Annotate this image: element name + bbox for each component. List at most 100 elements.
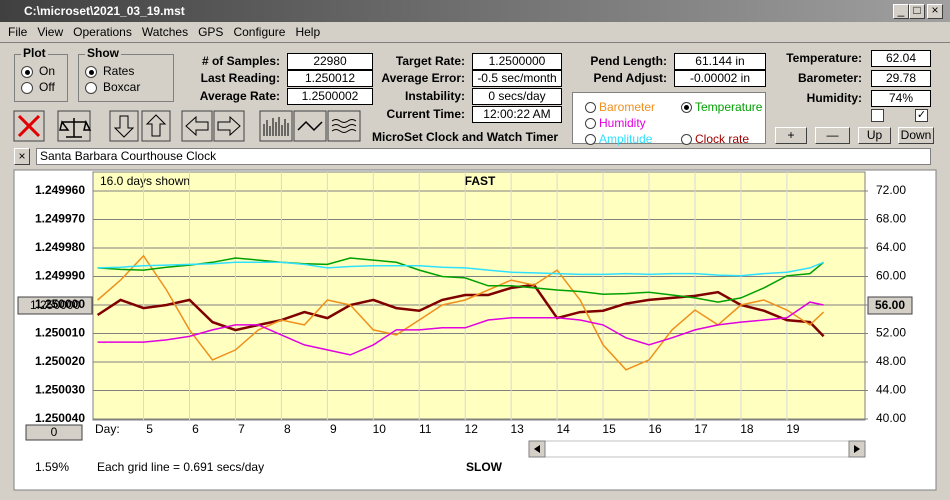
field-value: 62.04 bbox=[871, 50, 931, 67]
menu-item[interactable]: GPS bbox=[198, 25, 224, 39]
field-label: Last Reading: bbox=[200, 71, 280, 85]
legend-radio[interactable] bbox=[585, 134, 596, 145]
group-title: Plot bbox=[21, 46, 48, 60]
y2-tick-label: 60.00 bbox=[876, 269, 906, 283]
field-label: Average Rate: bbox=[199, 89, 280, 103]
x-tick-label: 6 bbox=[192, 422, 199, 436]
y-tick-label: 1.250030 bbox=[35, 383, 85, 397]
radio-dot bbox=[24, 69, 30, 75]
x-tick-label: 11 bbox=[419, 422, 432, 436]
waves-button[interactable] bbox=[327, 110, 361, 142]
field-label: Pend Length: bbox=[590, 54, 667, 68]
x-tick-label: 16 bbox=[648, 422, 662, 436]
x-tick-label: 10 bbox=[373, 422, 387, 436]
field-value: 12:00:22 AM bbox=[472, 106, 562, 123]
checkbox[interactable] bbox=[871, 109, 884, 122]
close[interactable]: × bbox=[927, 4, 943, 19]
y2-tick-label: 72.00 bbox=[876, 183, 906, 197]
menu-item[interactable]: File bbox=[8, 25, 28, 39]
separator bbox=[0, 42, 950, 43]
icon bbox=[263, 117, 289, 136]
y-tick-label: 1.249970 bbox=[35, 212, 85, 226]
series-legend: Clock rate Barometer Temperature Humidity Am… bbox=[572, 92, 766, 146]
plot-group: Plot On Off bbox=[14, 46, 68, 102]
series-line bbox=[97, 261, 824, 277]
field-value: 1.2500002 bbox=[287, 88, 373, 105]
top-label: FAST bbox=[465, 174, 496, 188]
button[interactable]: Up bbox=[858, 127, 891, 144]
clock-name[interactable]: Santa Barbara Courthouse Clock bbox=[36, 148, 931, 165]
icon bbox=[145, 114, 167, 137]
icon bbox=[17, 114, 41, 138]
y-tick-label: 1.249980 bbox=[35, 240, 85, 254]
legend-label: Clock rate bbox=[695, 132, 750, 146]
menu-item[interactable]: Configure bbox=[233, 25, 286, 39]
right-button[interactable] bbox=[213, 110, 245, 142]
x-tick-label: 8 bbox=[284, 422, 291, 436]
menu-item[interactable]: View bbox=[37, 25, 64, 39]
icon bbox=[854, 445, 860, 453]
field-label: Current Time: bbox=[386, 107, 465, 121]
x-tick-label: 7 bbox=[238, 422, 245, 436]
y-tick-label: 1.250040 bbox=[35, 411, 85, 425]
field-label: Target Rate: bbox=[395, 54, 465, 68]
radio[interactable] bbox=[21, 82, 33, 94]
icon bbox=[185, 115, 209, 137]
left-button[interactable] bbox=[181, 110, 213, 142]
series-line bbox=[97, 301, 824, 356]
y2-tick-label: 44.00 bbox=[876, 383, 906, 397]
days-shown: 16.0 days shown bbox=[100, 174, 190, 188]
show-group: Show Rates Boxcar bbox=[78, 46, 174, 102]
button[interactable]: + bbox=[775, 127, 807, 144]
y-tick-label: 1.249990 bbox=[35, 269, 85, 283]
grid-note: Each grid line = 0.691 secs/day bbox=[97, 460, 264, 474]
x-tick-label: 9 bbox=[330, 422, 337, 436]
field-value: 0 secs/day bbox=[472, 88, 562, 105]
window-title: C:\microset\2021_03_19.mst bbox=[24, 4, 185, 18]
legend-label: Amplitude bbox=[599, 132, 653, 146]
field-value: -0.5 sec/month bbox=[472, 70, 562, 87]
clear-name-button[interactable]: × bbox=[14, 148, 30, 165]
legend-radio[interactable] bbox=[585, 118, 596, 129]
menu-item[interactable]: Help bbox=[295, 25, 321, 39]
offset-button[interactable] bbox=[25, 424, 83, 441]
y-tick-label: 1.250020 bbox=[35, 354, 85, 368]
icon bbox=[113, 115, 135, 138]
checkbox[interactable]: ✓ bbox=[915, 109, 928, 122]
title-bar: C:\microset\2021_03_19.mst _ □ × bbox=[0, 0, 950, 22]
button[interactable]: — bbox=[815, 127, 850, 144]
center-button-label: 1.250000 bbox=[30, 298, 80, 312]
field-label: Humidity: bbox=[806, 91, 862, 105]
app-caption: MicroSet Clock and Watch Timer bbox=[372, 130, 559, 144]
field-value: 29.78 bbox=[871, 70, 931, 87]
center-button[interactable] bbox=[17, 296, 93, 315]
radio[interactable] bbox=[85, 82, 97, 94]
x-tick-label: 5 bbox=[146, 422, 153, 436]
field-value: -0.00002 in bbox=[674, 70, 766, 87]
legend-radio[interactable] bbox=[585, 102, 596, 113]
radio-label: Rates bbox=[103, 64, 135, 78]
series-line bbox=[96, 283, 825, 338]
minimize[interactable]: _ bbox=[893, 4, 909, 19]
button[interactable]: Down bbox=[898, 127, 934, 144]
radio-label: Boxcar bbox=[103, 80, 141, 94]
field-label: Instability: bbox=[404, 89, 465, 103]
icon bbox=[297, 120, 323, 132]
menu-item[interactable]: Watches bbox=[141, 25, 189, 39]
maximize[interactable]: □ bbox=[909, 4, 925, 19]
field-label: Pend Adjust: bbox=[593, 71, 667, 85]
icon bbox=[59, 118, 92, 138]
y2-tick-label: 68.00 bbox=[876, 212, 906, 226]
y-tick-label: 1.250000 bbox=[35, 297, 85, 311]
field-label: Average Error: bbox=[381, 71, 465, 85]
field-value: 61.144 in bbox=[674, 53, 766, 70]
field-value: 1.250012 bbox=[287, 70, 373, 87]
legend-radio[interactable] bbox=[681, 134, 692, 145]
scrollbar[interactable] bbox=[528, 440, 866, 458]
bottom-label: SLOW bbox=[466, 460, 503, 474]
y-tick-label: 1.250010 bbox=[35, 326, 85, 340]
menu-item[interactable]: Operations bbox=[73, 25, 132, 39]
field-label: Barometer: bbox=[797, 71, 862, 85]
x-axis-label: Day: bbox=[95, 422, 120, 436]
x-tick-label: 12 bbox=[465, 422, 479, 436]
